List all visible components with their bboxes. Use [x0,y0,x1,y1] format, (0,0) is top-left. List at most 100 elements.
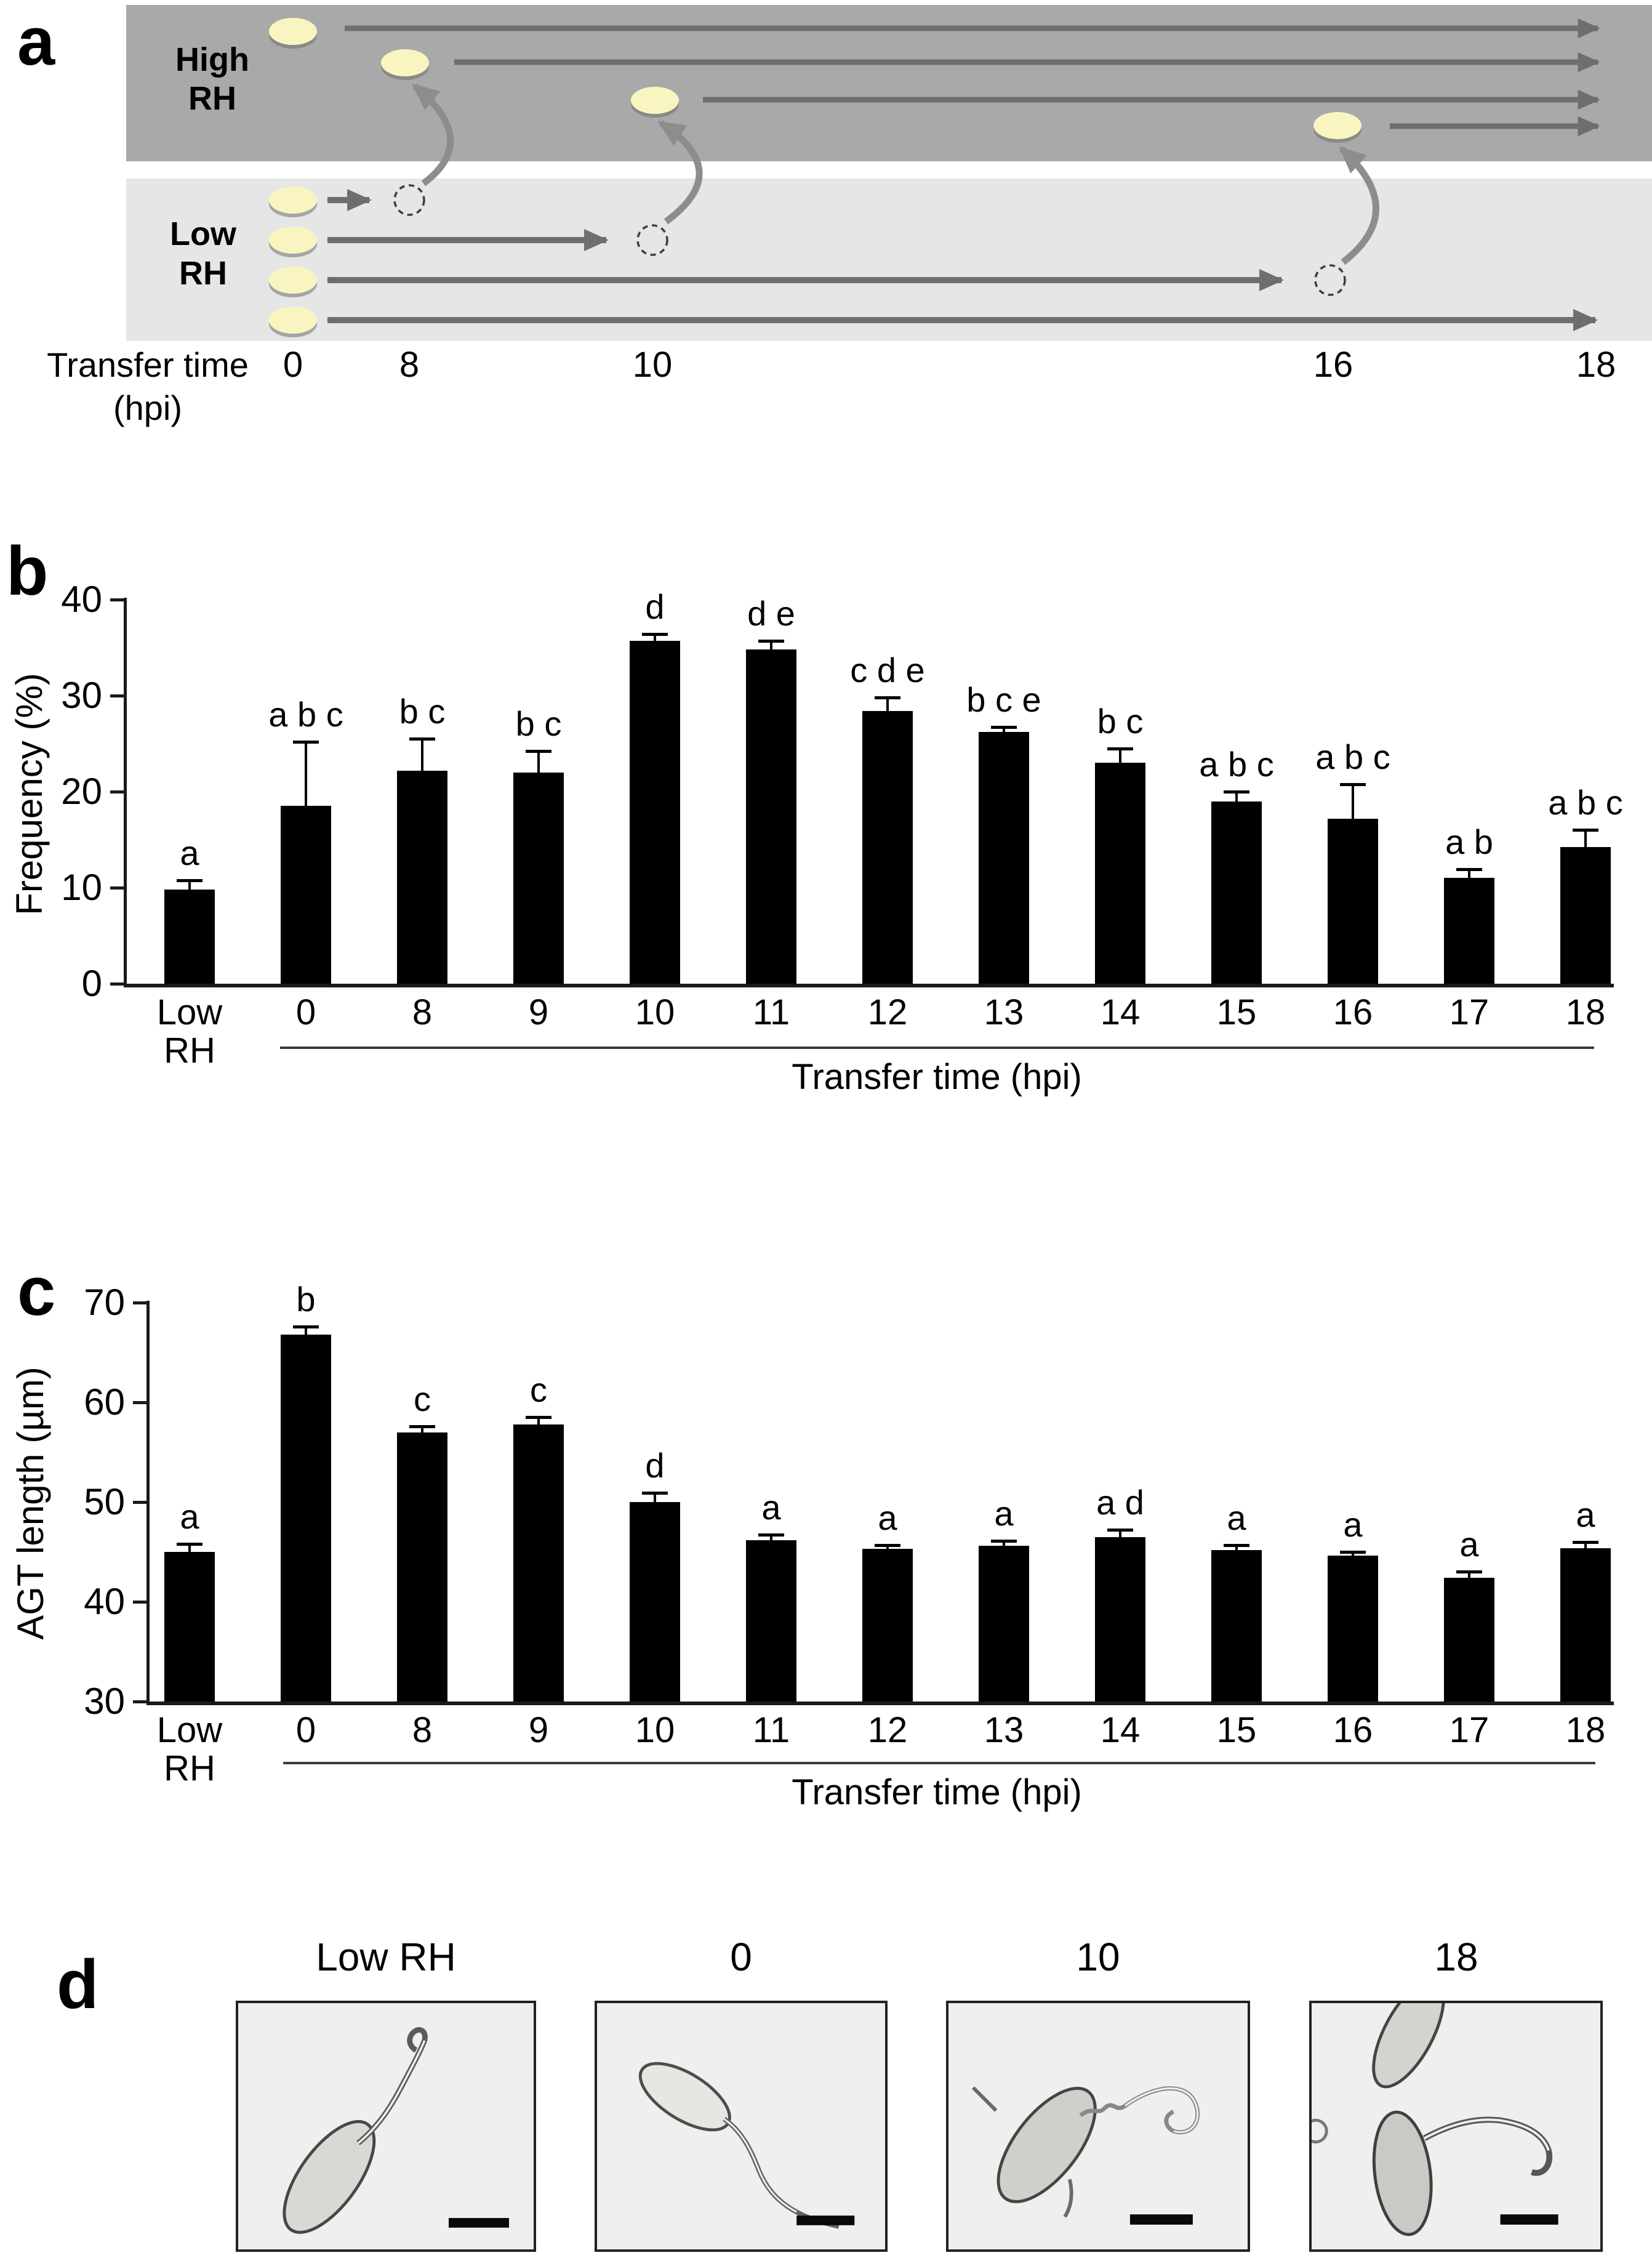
ghost-spore-icon [1314,264,1346,296]
bar [1560,1548,1611,1702]
x-category-label: 12 [867,1710,908,1750]
error-bar-cap [875,696,900,700]
sig-letter: a [180,1497,199,1537]
error-bar [654,634,656,641]
bar [164,1552,215,1702]
bar [1444,1578,1494,1702]
scale-bar [796,2216,855,2225]
sig-letter: d [645,1446,665,1485]
x-axis-line [146,1702,1614,1705]
x-category-label: 8 [412,992,433,1032]
low-band-arrows [327,189,1598,332]
error-bar [886,697,889,711]
sig-letter: a [1459,1525,1479,1564]
error-bar [1584,830,1587,847]
high-rh-label-line1: High [175,41,249,78]
sig-letter: c [414,1379,431,1418]
error-bar-cap [1456,868,1482,872]
germ-tube-shape [1079,2086,1200,2134]
bar [979,1546,1029,1702]
micrograph-0 [595,2001,888,2252]
sig-letter: a d [1096,1483,1144,1522]
x-category-label: 10 [635,992,675,1032]
x-category-label: 12 [867,992,908,1032]
error-bar [537,1417,540,1424]
y-tick-mark [110,982,127,986]
x-category-line: Low [156,992,223,1032]
error-bar-cap [758,640,784,643]
micrograph-title-10: 10 [1076,1935,1120,1979]
spore-appendage [1063,2179,1073,2218]
error-bar [1003,727,1005,732]
germ-tube-highlight [1125,2087,1199,2133]
micrograph-10 [946,2001,1250,2252]
x-category-line: Low [156,1710,223,1750]
y-tick-label: 20 [61,771,102,812]
x-category-label: 15 [1216,992,1257,1032]
sig-letter: d [645,587,665,627]
error-bar-cap [177,878,202,882]
x-category-label: 13 [984,1710,1024,1750]
y-tick-mark [110,790,127,794]
x-category-line: RH [164,1748,215,1788]
sig-letter: a [994,1494,1014,1533]
germ-tube-highlight [723,2118,797,2213]
x-category-label: 18 [1565,992,1606,1032]
y-tick-label: 40 [84,1581,125,1622]
error-bar [305,741,307,806]
sig-letter: a [1576,1495,1595,1534]
panel-a-tick-label: 8 [399,345,419,385]
error-bar [1352,1552,1354,1556]
y-tick-mark [133,1501,150,1504]
sig-letter: a [1227,1498,1246,1537]
x-category-label: 11 [752,1710,790,1750]
error-bar [1584,1541,1587,1548]
error-bar [1468,869,1470,878]
bar [1095,1537,1145,1702]
transfer-curved-arrows [411,83,1379,265]
scale-bar [1500,2214,1558,2225]
x-category-label: 17 [1449,1710,1490,1750]
high-rh-label-line2: RH [188,80,236,117]
y-tick-mark [110,598,127,601]
bar [862,1549,913,1702]
x-category-label: 11 [752,992,790,1032]
error-bar-cap [642,633,668,637]
scale-bar [1129,2214,1193,2225]
bar [1560,847,1611,984]
error-bar-cap [293,740,319,744]
error-bar-cap [526,750,551,753]
micrograph-18 [1309,2001,1603,2252]
spore-icon [269,187,317,214]
high-band-arrows [345,18,1600,137]
error-bar [1235,792,1238,802]
error-bar-cap [177,1543,202,1546]
sig-letter: c [530,1370,547,1410]
bar [746,649,796,984]
x-category-label: Low RH [122,994,257,1070]
y-tick-label: 40 [61,579,102,620]
sig-letter: a [878,1498,897,1537]
bar [1211,1550,1262,1702]
panel-a-axis-units: (hpi) [113,388,182,427]
x-category-label: 10 [635,1710,675,1750]
spore-icon [381,49,429,76]
y-tick-mark [110,694,127,697]
bar [164,890,215,984]
bar [397,771,447,984]
sig-letter: a b c [1548,783,1623,822]
y-tick-label: 0 [81,963,102,1004]
germ-tube-highlight [357,2040,426,2144]
x-category-label: 8 [412,1710,433,1750]
germ-tube-highlight [1424,2118,1550,2151]
sig-letter: c d e [850,651,925,690]
y-tick-mark [133,1301,150,1304]
x-category-label: 14 [1100,992,1141,1032]
ghost-spore-icon [636,224,668,256]
sig-letter: b c e [966,680,1041,720]
panel-c-label: c [17,1253,56,1330]
x-category-label: 9 [528,992,549,1032]
y-tick-label: 30 [61,675,102,716]
error-bar-cap [1107,747,1133,750]
